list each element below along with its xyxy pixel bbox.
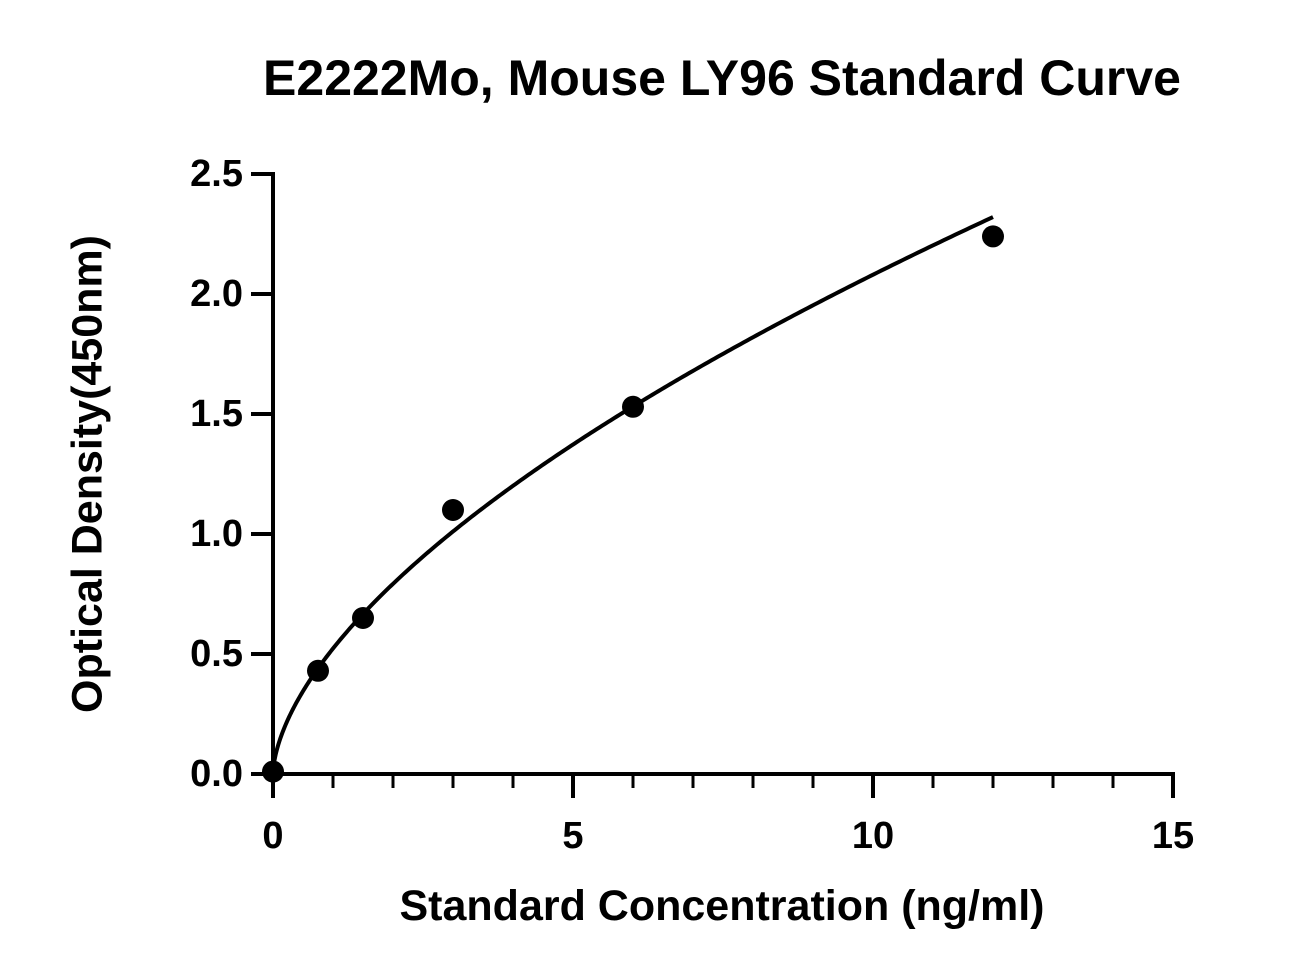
y-tick-label: 2.0 (190, 273, 243, 315)
data-point (352, 607, 374, 629)
x-tick-label: 15 (1152, 815, 1194, 857)
chart-title: E2222Mo, Mouse LY96 Standard Curve (263, 50, 1181, 106)
y-tick-label: 1.0 (190, 513, 243, 555)
fit-curve (271, 215, 994, 775)
x-tick-label: 5 (562, 815, 583, 857)
data-point (982, 225, 1004, 248)
data-point (442, 499, 464, 521)
data-point (262, 760, 284, 783)
x-tick-label: 0 (262, 815, 283, 857)
y-tick-label: 0.0 (190, 753, 243, 795)
data-points (262, 225, 1004, 783)
axes: 0.0 0.5 1.0 1.5 2.0 2.5 0 5 10 15 (190, 153, 1194, 857)
fit-curve-group (271, 215, 994, 775)
y-tick-label: 0.5 (190, 633, 243, 675)
y-tick-label: 1.5 (190, 393, 243, 435)
y-axis-label: Optical Density(450nm) (63, 235, 111, 713)
data-point (307, 659, 329, 682)
x-axis-label: Standard Concentration (ng/ml) (400, 882, 1045, 930)
x-tick-label: 10 (852, 815, 894, 857)
y-tick-label: 2.5 (190, 153, 243, 195)
data-point (622, 395, 644, 418)
